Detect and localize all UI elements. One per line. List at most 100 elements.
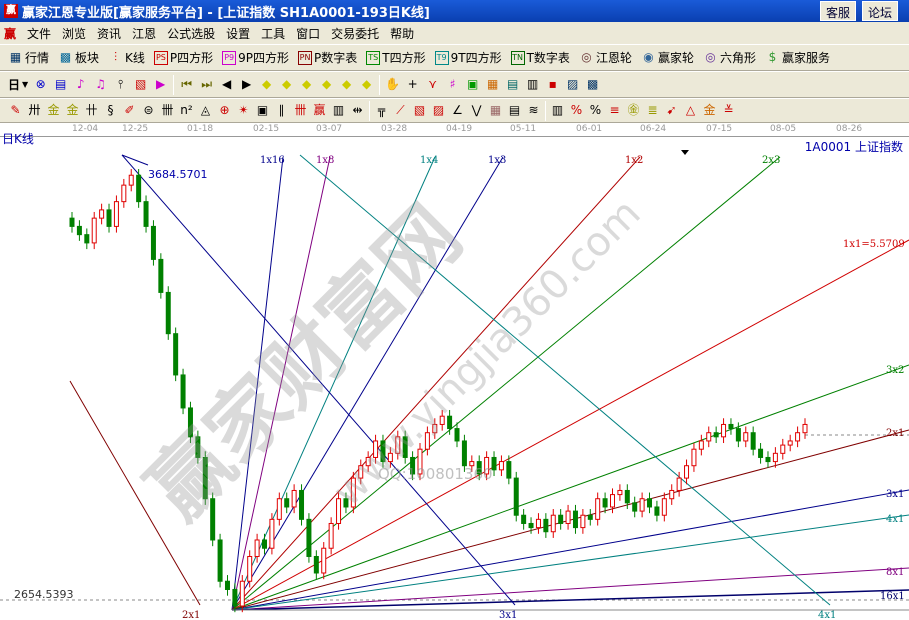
hand-icon[interactable]: ✋ [385,77,401,91]
calculator-icon[interactable]: ▤ [507,77,519,91]
gann-wheel-button[interactable]: ◎ 江恩轮 [579,49,632,66]
arrow-icon[interactable]: ➹ [666,103,677,117]
parallel-icon[interactable]: 卌 [161,103,174,117]
zoom-out-icon[interactable]: ◆ [342,77,352,91]
angle-tool-icon[interactable]: ∠ [452,103,463,117]
menu-formula[interactable]: 公式选股 [167,26,216,41]
spiral-icon[interactable]: § [107,103,114,117]
zoom-right-icon[interactable]: ◆ [282,77,292,91]
menu-file[interactable]: 文件 [27,26,52,41]
pen-icon[interactable]: ✎ [10,103,21,117]
label: 9T四方形 [450,51,502,65]
win-icon[interactable]: 赢 [313,103,326,117]
gold2-icon[interactable]: 金 [66,103,79,117]
redraw-icon[interactable]: ▧ [135,77,147,91]
crosshair-icon[interactable]: + [407,77,418,91]
fan-icon[interactable]: ⟋ [396,103,405,117]
winner-wheel-button[interactable]: ◉ 赢家轮 [641,49,694,66]
9t-square-button[interactable]: T9 9T四方形 [434,49,502,66]
grid-icon: ▦ [9,50,22,64]
t-number-table-button[interactable]: TN T数字表 [510,49,570,66]
quotes-button[interactable]: ▦ 行情 [8,49,49,66]
fork-icon[interactable]: 卄 [85,103,98,117]
grid-lines-icon[interactable]: 卅 [28,103,41,117]
menu-trade[interactable]: 交易委托 [331,26,380,41]
menu-news[interactable]: 资讯 [97,26,122,41]
gold-tri-icon[interactable]: 金 [703,103,716,117]
triangle-icon[interactable]: ◬ [200,103,211,117]
star-icon[interactable]: ✴ [238,103,249,117]
gann-down-line [299,154,831,606]
menu-browse[interactable]: 浏览 [62,26,87,41]
kline-button[interactable]: ⫶ K线 [108,49,145,66]
measure-icon[interactable]: ⇹ [352,103,363,117]
gold-levels-icon[interactable]: ≣ [647,103,658,117]
period-select[interactable]: 日 ▼ [8,76,28,93]
line-tool-icon[interactable]: ⋎ [428,77,438,91]
customer-service-button[interactable]: 客服 [820,1,857,21]
circle-grid-icon[interactable]: ⊜ [143,103,154,117]
ruler-icon[interactable]: ▥ [551,103,564,117]
target-icon[interactable]: ⊕ [219,103,230,117]
time-grid-icon[interactable]: ▤ [508,103,521,117]
first-icon[interactable]: ⏮ [181,77,193,91]
menu-gann[interactable]: 江恩 [132,26,157,41]
save-icon[interactable]: ▪ [548,77,557,91]
hexagon-button[interactable]: ◎ 六角形 [703,49,756,66]
percent-levels-icon[interactable]: ≡ [609,103,620,117]
square-grid-icon[interactable]: ▦ [489,103,502,117]
power-icon[interactable]: n² [180,103,193,117]
menu-tools[interactable]: 工具 [261,26,286,41]
candle-type-icon[interactable]: ⫯ [118,77,124,91]
percent-line-icon[interactable]: % [570,103,583,117]
sectors-button[interactable]: ▩ 板块 [58,49,99,66]
document-icon[interactable]: ▥ [527,77,539,91]
triangle-levels-icon[interactable]: △ [685,103,696,117]
percent-icon[interactable]: % [589,103,602,117]
gold-icon[interactable]: 金 [47,103,60,117]
last-icon[interactable]: ⏭ [201,77,213,91]
winner-service-button[interactable]: $ 赢家服务 [765,49,830,66]
print-icon[interactable]: ▩ [587,77,599,91]
pencil-icon[interactable]: ✐ [124,103,135,117]
zoom-left-icon[interactable]: ◆ [262,77,272,91]
forum-button[interactable]: 论坛 [862,1,899,21]
flag-icon[interactable]: ▶ [156,77,166,91]
t-square-button[interactable]: TS T四方形 [366,49,426,66]
candle-body [565,510,571,524]
angle-levels-icon[interactable]: ≚ [723,103,734,117]
network-icon[interactable]: ▨ [567,77,579,91]
cycle-icon[interactable]: ╦ [377,103,386,117]
fan-label: 2x3 [762,155,780,166]
gann-box-icon[interactable]: ▧ [413,103,426,117]
prev-icon[interactable]: ◀ [222,77,232,91]
indicator3-icon[interactable]: ♪ [76,77,85,91]
pattern-icon[interactable]: ♯ [449,77,456,91]
9p-square-button[interactable]: P9 9P四方形 [222,49,289,66]
calendar-icon[interactable]: ▦ [487,77,499,91]
lines-icon[interactable]: ≋ [528,103,539,117]
notes-icon[interactable]: ▤ [55,77,67,91]
box-icon[interactable]: 卌 [294,103,307,117]
zoom-v-icon[interactable]: ◆ [362,77,372,91]
kline-chart[interactable]: 2654.5393 3684.5701 1x16 1x8 1x4 1x3 1x2 2x3 1x1… [0,137,909,620]
p-square-button[interactable]: PS P四方形 [153,49,213,66]
p-number-table-button[interactable]: PN P数字表 [298,49,357,66]
angle-icon[interactable]: ∥ [278,103,285,117]
candle-body [721,423,727,438]
bottom-label: 2x1 [182,610,200,620]
indicator9-icon[interactable]: ♫ [95,77,107,91]
chart-icon[interactable]: ⊗ [35,77,46,91]
formula-icon[interactable]: ▣ [467,77,479,91]
menu-help[interactable]: 帮助 [390,26,415,41]
next-icon[interactable]: ▶ [242,77,252,91]
zoom-h-icon[interactable]: ◆ [302,77,312,91]
menu-settings[interactable]: 设置 [226,26,251,41]
table-icon[interactable]: ▥ [332,103,345,117]
square-icon[interactable]: ▣ [256,103,269,117]
menu-window[interactable]: 窗口 [296,26,321,41]
zoom-in-icon[interactable]: ◆ [322,77,332,91]
gold-circle-icon[interactable]: ㊎ [627,103,640,117]
wave-icon[interactable]: ⋁ [471,103,482,117]
gann-grid-icon[interactable]: ▨ [432,103,445,117]
